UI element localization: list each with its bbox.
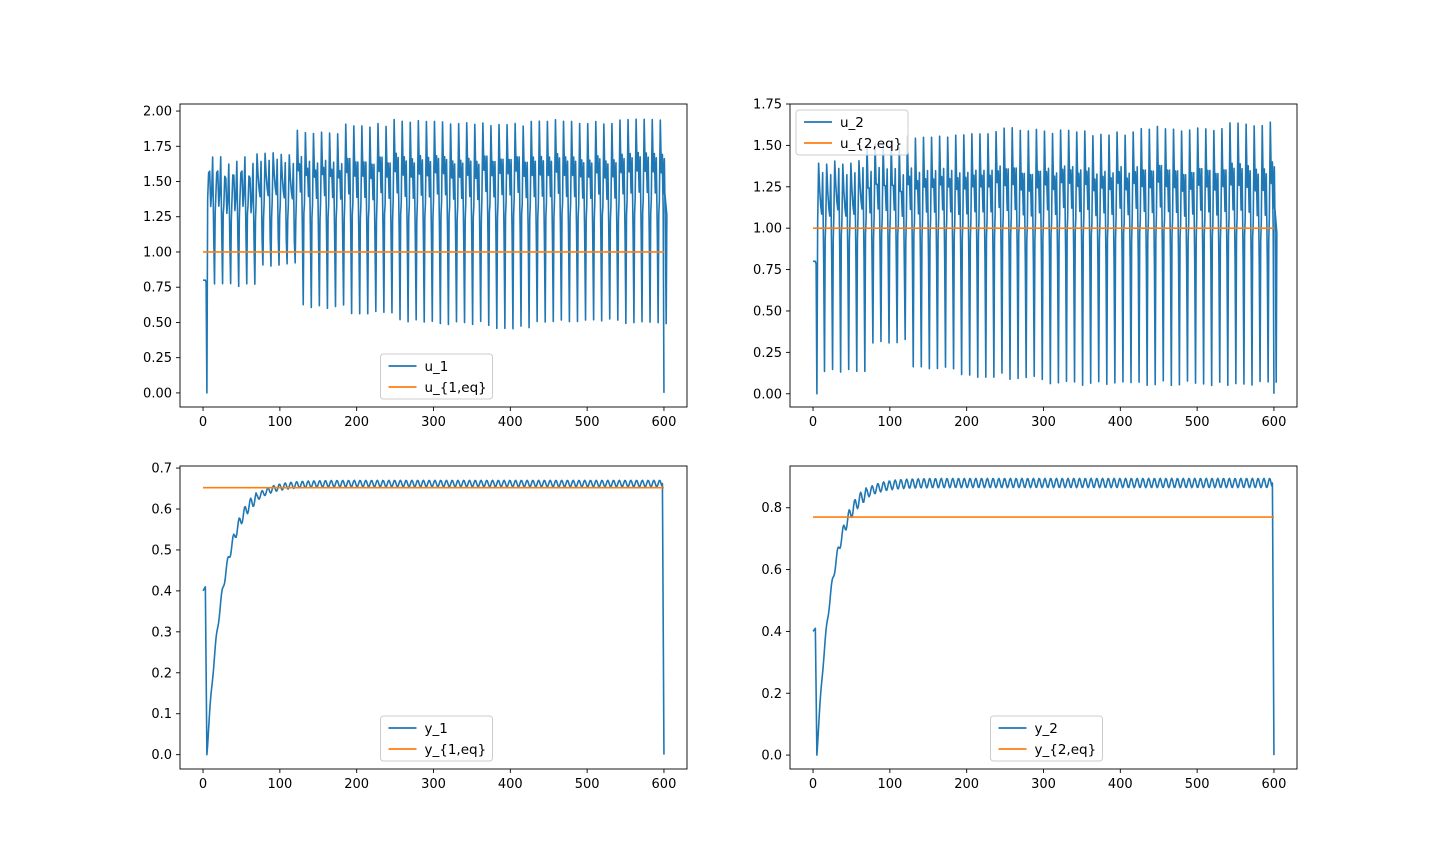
legend-label-y1-0: y_1 — [425, 721, 448, 737]
legend-u2: u_2 u_{2,eq} — [795, 109, 909, 156]
x-tick-label-y2-0: 0 — [809, 777, 817, 792]
y-tick-label-u1-3: 0.75 — [143, 281, 172, 296]
y-tick-label-u2-5: 1.25 — [753, 180, 782, 195]
legend-label-u1-0: u_1 — [425, 359, 449, 375]
y-tick-label-y2-1: 0.2 — [761, 687, 782, 702]
x-tick-label-u1-5: 500 — [575, 415, 600, 430]
y-tick-label-u2-6: 1.50 — [753, 139, 782, 154]
y-tick-label-u1-6: 1.50 — [143, 175, 172, 190]
x-tick-label-y1-6: 600 — [652, 777, 677, 792]
subplot-y1: 0 100 200 300 400 500 600 0.0 0.1 0.2 0.3 0.4 0.5 0.6… — [151, 462, 688, 792]
x-tick-label-u2-1: 100 — [877, 415, 902, 430]
subplot-u2: 0 100 200 300 400 500 600 0.00 0.25 0.50 0.75 1.00 1… — [753, 98, 1298, 430]
y-tick-label-y1-2: 0.2 — [151, 666, 172, 681]
y-tick-label-u1-5: 1.25 — [143, 210, 172, 225]
y-tick-label-y1-6: 0.6 — [151, 502, 172, 517]
y-tick-label-u1-4: 1.00 — [143, 245, 172, 260]
y-tick-label-u2-4: 1.00 — [753, 222, 782, 237]
series-line-u1-0 — [203, 118, 668, 394]
y-tick-label-y1-5: 0.5 — [151, 543, 172, 558]
x-tick-label-u2-2: 200 — [954, 415, 979, 430]
y-tick-label-y1-7: 0.7 — [151, 462, 172, 477]
x-tick-label-u1-4: 400 — [498, 415, 523, 430]
y-tick-label-u1-1: 0.25 — [143, 351, 172, 366]
legend-y1: y_1 y_{1,eq} — [380, 715, 493, 762]
legend-label-u1-1: u_{1,eq} — [425, 380, 487, 396]
y-tick-label-y2-3: 0.6 — [761, 563, 782, 578]
legend-label-y2-1: y_{2,eq} — [1035, 742, 1097, 758]
x-tick-label-y1-0: 0 — [199, 777, 207, 792]
legend-u1: u_1 u_{1,eq} — [380, 353, 493, 400]
x-tick-label-u1-1: 100 — [267, 415, 292, 430]
series-line-y2-0 — [812, 477, 1275, 756]
y-tick-label-y1-1: 0.1 — [151, 707, 172, 722]
x-tick-label-y2-3: 300 — [1031, 777, 1056, 792]
x-tick-label-y2-4: 400 — [1108, 777, 1133, 792]
y-tick-label-y1-4: 0.4 — [151, 584, 172, 599]
x-tick-label-u1-3: 300 — [421, 415, 446, 430]
y-tick-label-y1-3: 0.3 — [151, 625, 172, 640]
y-tick-label-u2-1: 0.25 — [753, 346, 782, 361]
legend-y2: y_2 y_{2,eq} — [990, 715, 1103, 762]
x-tick-label-y2-2: 200 — [954, 777, 979, 792]
x-tick-label-y1-5: 500 — [575, 777, 600, 792]
legend-label-u2-0: u_2 — [840, 115, 864, 131]
y-tick-label-y2-4: 0.8 — [761, 501, 782, 516]
y-tick-label-u2-7: 1.75 — [753, 98, 782, 113]
subplot-u1: 0 100 200 300 400 500 600 0.00 0.25 0.50 0.75 1.00 1… — [143, 103, 688, 430]
x-tick-label-u2-6: 600 — [1262, 415, 1287, 430]
y-tick-label-u1-8: 2.00 — [143, 105, 172, 120]
x-tick-label-y1-1: 100 — [267, 777, 292, 792]
x-tick-label-y1-3: 300 — [421, 777, 446, 792]
y-tick-label-u1-7: 1.75 — [143, 140, 172, 155]
x-tick-label-u2-3: 300 — [1031, 415, 1056, 430]
series-line-u2-0 — [813, 121, 1278, 395]
x-tick-label-u1-2: 200 — [344, 415, 369, 430]
x-tick-label-y1-4: 400 — [498, 777, 523, 792]
x-tick-label-u2-5: 500 — [1185, 415, 1210, 430]
y-tick-label-y1-0: 0.0 — [151, 748, 172, 763]
subplot-y2: 0 100 200 300 400 500 600 0.0 0.2 0.4 0.6 0.8 y_2 y_{… — [761, 465, 1298, 792]
y-tick-label-y2-2: 0.4 — [761, 625, 782, 640]
x-tick-label-y2-6: 600 — [1262, 777, 1287, 792]
legend-label-y2-0: y_2 — [1035, 721, 1058, 737]
x-tick-label-y2-1: 100 — [877, 777, 902, 792]
x-tick-label-y2-5: 500 — [1185, 777, 1210, 792]
x-tick-label-u1-6: 600 — [652, 415, 677, 430]
x-tick-label-u2-4: 400 — [1108, 415, 1133, 430]
legend-label-y1-1: y_{1,eq} — [425, 742, 487, 758]
series-line-y1-0 — [202, 479, 665, 756]
y-tick-label-u2-0: 0.00 — [753, 387, 782, 402]
y-tick-label-u2-2: 0.50 — [753, 304, 782, 319]
legend-label-u2-1: u_{2,eq} — [840, 136, 902, 152]
x-tick-label-u2-0: 0 — [809, 415, 817, 430]
y-tick-label-y2-0: 0.0 — [761, 749, 782, 764]
y-tick-label-u1-2: 0.50 — [143, 316, 172, 331]
y-tick-label-u2-3: 0.75 — [753, 263, 782, 278]
y-tick-label-u1-0: 0.00 — [143, 386, 172, 401]
x-tick-label-u1-0: 0 — [199, 415, 207, 430]
x-tick-label-y1-2: 200 — [344, 777, 369, 792]
